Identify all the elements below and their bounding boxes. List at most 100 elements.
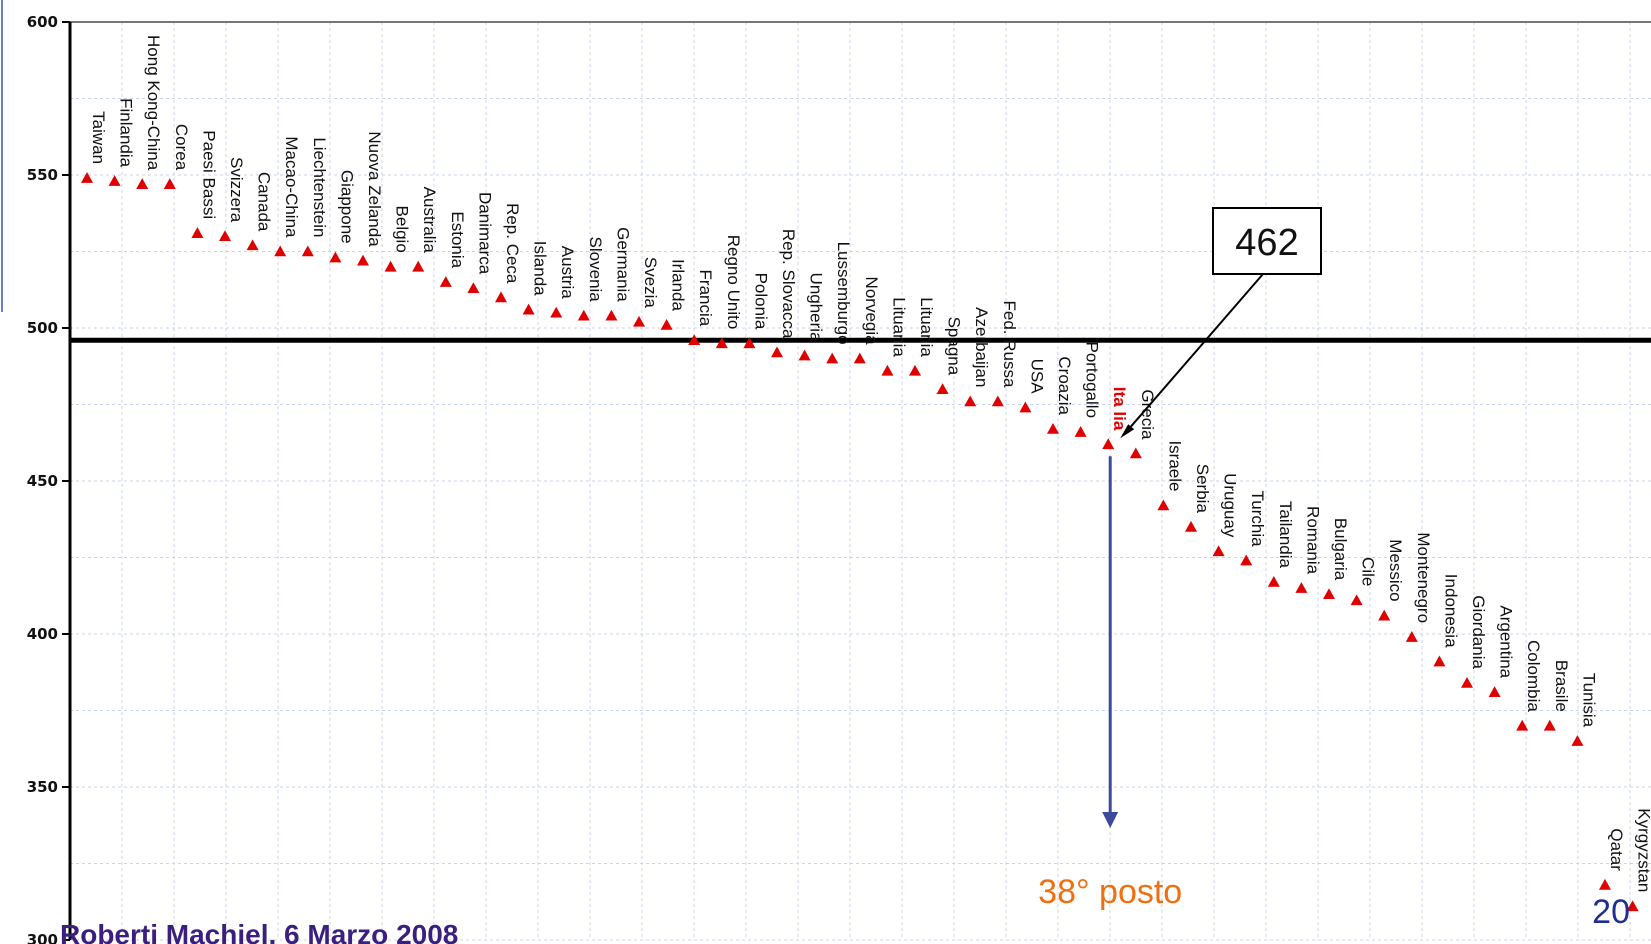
data-point-marker <box>1102 438 1115 450</box>
data-point-marker <box>467 282 480 294</box>
data-point-marker <box>219 230 231 241</box>
y-tick-label: 300 <box>27 931 58 944</box>
data-point-marker <box>1543 719 1556 731</box>
data-point-marker <box>1571 735 1584 746</box>
data-point-marker <box>301 245 314 257</box>
data-point-marker <box>633 315 645 327</box>
country-label: Estonia <box>448 211 467 268</box>
data-point-marker <box>191 227 204 238</box>
y-tick-label: 450 <box>27 472 58 490</box>
country-label: Polonia <box>751 273 770 330</box>
data-point-marker <box>550 306 563 318</box>
country-label: Regno Unito <box>724 235 743 330</box>
country-label: Israele <box>1165 440 1184 491</box>
callout-pointer-head <box>1120 424 1135 439</box>
data-point-marker <box>495 291 507 303</box>
country-label: Australia <box>420 187 439 254</box>
rank-label: 38° posto <box>1038 873 1182 911</box>
country-label: Serbia <box>1193 464 1212 514</box>
data-point-marker <box>881 364 894 376</box>
data-point-marker <box>1212 545 1225 557</box>
data-point-marker <box>1599 878 1611 890</box>
y-tick-label: 400 <box>27 625 58 643</box>
country-label: Montenegro <box>1414 532 1433 623</box>
country-label: Fed. Russa <box>1000 301 1019 388</box>
country-label: Kyrgyzstan <box>1635 808 1651 892</box>
data-point-marker <box>81 172 93 183</box>
country-label: USA <box>1027 359 1046 395</box>
page-number: 20 <box>1592 893 1630 931</box>
country-label: Brasile <box>1552 660 1571 712</box>
country-label: Giappone <box>337 170 356 244</box>
country-label: Tailandia <box>1276 501 1295 569</box>
data-point-marker <box>991 395 1004 407</box>
country-label: Macao-China <box>282 136 301 238</box>
country-label: Norvegia <box>862 277 881 346</box>
country-label: Islanda <box>531 241 550 296</box>
country-label: Giordania <box>1469 595 1488 669</box>
country-label: Paesi Bassi <box>199 130 218 219</box>
country-label: Lituania <box>889 297 908 357</box>
country-label: Lussemburgo <box>834 242 853 345</box>
country-label: Cile <box>1359 557 1378 586</box>
data-point-marker <box>1047 422 1059 434</box>
data-point-marker <box>357 254 369 266</box>
callout-pointer <box>1123 273 1264 435</box>
data-point-marker <box>1240 554 1253 566</box>
data-point-marker <box>1350 594 1363 606</box>
data-points <box>81 172 1639 912</box>
country-label: Canada <box>255 172 274 232</box>
country-label: Liechtenstein <box>310 137 329 237</box>
value-callout-text: 462 <box>1235 222 1298 264</box>
data-point-marker <box>743 337 756 349</box>
footer-text: Roberti Machiel, 6 Marzo 2008 <box>60 919 458 944</box>
country-label: Tunisia <box>1579 673 1598 728</box>
country-label: Irlanda <box>669 259 688 312</box>
data-point-marker <box>605 309 618 321</box>
data-point-marker <box>384 260 397 272</box>
country-label: Romania <box>1303 506 1322 575</box>
country-label: Finlandia <box>117 98 136 168</box>
data-point-marker <box>163 178 176 189</box>
country-label: Francia <box>696 270 715 327</box>
country-label: Svizzera <box>227 157 246 223</box>
data-point-marker <box>1488 686 1501 697</box>
country-label: Slovenia <box>586 237 605 303</box>
data-point-marker <box>1323 588 1335 600</box>
country-label: Azerbaijan <box>972 307 991 387</box>
country-label: Germania <box>613 227 632 302</box>
y-tick-label: 350 <box>27 778 58 796</box>
y-tick-label: 600 <box>27 13 58 31</box>
country-labels: Taiwan Finlandia Hong Kong-China Corea Paesi… <box>89 35 1651 892</box>
data-point-marker <box>936 383 949 394</box>
data-point-marker <box>136 178 149 189</box>
country-label: Belgio <box>393 206 412 253</box>
country-label: Taiwan <box>89 111 108 164</box>
country-label: Spagna <box>945 317 964 376</box>
data-point-marker <box>522 303 535 315</box>
slide-footer: 20 Roberti Machiel, 6 Marzo 2008 <box>60 893 1630 944</box>
country-label: Ungheria <box>807 273 826 343</box>
country-label: Croazia <box>1055 356 1074 415</box>
data-point-marker <box>329 251 342 263</box>
data-point-marker <box>274 245 287 257</box>
y-tick-label: 500 <box>27 319 58 337</box>
country-label: Qatar <box>1607 828 1626 871</box>
data-point-marker <box>1074 426 1087 437</box>
data-point-marker <box>1129 447 1142 459</box>
data-point-marker <box>715 337 728 349</box>
country-label: Rep. Ceca <box>503 203 522 284</box>
data-point-marker <box>1185 520 1197 532</box>
data-point-marker <box>1378 609 1391 621</box>
country-label: Turchia <box>1248 490 1267 547</box>
data-point-marker <box>688 334 701 346</box>
country-label: Svezia <box>641 257 660 309</box>
data-point-marker <box>771 346 783 358</box>
rank-arrow-head <box>1102 812 1119 828</box>
data-point-marker <box>1295 582 1308 593</box>
country-label: Lituania <box>917 297 936 357</box>
data-point-marker <box>577 309 590 321</box>
country-label: Ita lia <box>1110 387 1129 431</box>
